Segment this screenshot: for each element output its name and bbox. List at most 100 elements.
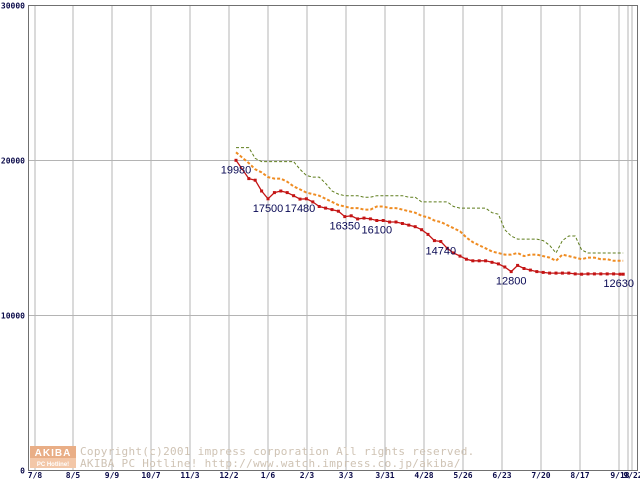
data-point-min: [407, 223, 411, 227]
data-point-min: [605, 272, 609, 276]
data-point-min: [356, 217, 360, 221]
data-point-min: [464, 257, 468, 261]
data-point-min: [484, 259, 488, 263]
data-point-min: [311, 200, 315, 204]
data-point-min: [272, 191, 276, 195]
data-point-min: [541, 270, 545, 274]
x-tick-label: 9/9: [105, 471, 120, 480]
data-point-min: [285, 191, 289, 195]
data-point-min: [621, 272, 625, 276]
data-labels: 19980 17500 17480 16350 16100 14740 12800 12630: [221, 164, 634, 290]
data-point-min: [535, 270, 539, 274]
data-point-min: [330, 208, 334, 212]
data-point-min: [503, 265, 507, 269]
data-point-min: [298, 197, 302, 201]
x-tick-label: 3/3: [339, 471, 354, 480]
series-line-max: [236, 147, 624, 254]
data-point-min: [592, 272, 596, 276]
akiba-logo-subtext: PC Hotline!: [37, 462, 69, 468]
data-point-min: [266, 197, 270, 201]
data-point-min: [528, 268, 532, 272]
data-point-min: [368, 217, 372, 221]
data-point-min: [375, 219, 379, 222]
data-label: 16350: [330, 221, 361, 233]
data-point-min: [304, 197, 308, 201]
data-point-min: [445, 246, 449, 250]
data-point-min: [458, 254, 462, 258]
data-point-min: [426, 232, 430, 236]
data-point-min: [336, 209, 340, 213]
data-point-min: [496, 262, 500, 266]
data-point-min: [260, 189, 264, 193]
x-tick-label: 12/2: [219, 471, 238, 480]
akiba-logo-bottom: [30, 458, 76, 468]
data-label: 19980: [221, 164, 252, 176]
data-point-min: [573, 272, 577, 276]
data-label: 12630: [603, 278, 634, 290]
x-tick-label: 7/8: [28, 471, 43, 480]
y-tick-label: 20000: [1, 157, 25, 166]
data-point-min: [439, 240, 443, 243]
data-point-min: [612, 272, 616, 276]
x-tick-label: 8/5: [66, 471, 81, 480]
data-point-min: [279, 189, 283, 193]
x-tick-label: 2/3: [300, 471, 315, 480]
series-line-average: [235, 151, 624, 263]
x-tick-label: 8/17: [570, 471, 589, 480]
grid: [28, 5, 638, 471]
x-tick-label: 6/23: [492, 471, 511, 480]
data-point-min: [388, 220, 392, 224]
akiba-logo-text: AKIBA: [35, 448, 72, 459]
akiba-logo-top: [30, 446, 76, 458]
data-point-min: [362, 216, 366, 220]
data-point-min: [349, 214, 353, 218]
data-point-min: [324, 206, 328, 210]
data-point-min: [509, 270, 513, 274]
data-point-min: [477, 259, 481, 263]
data-point-min: [599, 272, 603, 276]
data-label: 17480: [285, 203, 316, 215]
data-point-min: [381, 219, 385, 222]
data-point-min: [452, 251, 456, 255]
data-point-min: [394, 220, 398, 224]
data-point-min: [253, 178, 257, 182]
x-tick-label: 11/3: [180, 471, 199, 480]
x-tick-label: 5/26: [453, 471, 472, 480]
series: [234, 147, 625, 276]
x-tick-label: 1/6: [261, 471, 276, 480]
data-point-min: [560, 271, 564, 275]
x-tick-label: 3/31: [375, 471, 394, 480]
data-point-min: [420, 228, 424, 232]
data-point-min: [432, 239, 436, 243]
y-tick-label: 10000: [1, 312, 25, 321]
copyright-text: Copyright(c)2001 impress corporation All…: [80, 445, 475, 458]
data-point-min: [317, 205, 321, 208]
data-point-min: [343, 215, 347, 219]
data-point-min: [522, 267, 526, 270]
data-label: 12800: [496, 276, 527, 288]
data-point-min: [567, 271, 571, 275]
y-tick-label: 0: [20, 467, 25, 476]
x-tick-label: 10/7: [141, 471, 160, 480]
x-tick-label: 4/28: [414, 471, 433, 480]
x-tick-label: 7/20: [531, 471, 550, 480]
data-label: 17500: [253, 203, 284, 215]
data-point-min: [580, 272, 584, 276]
data-point-min: [554, 271, 558, 275]
data-label: 16100: [362, 225, 393, 237]
data-point-min: [516, 263, 520, 267]
watermark: AKIBA PC Hotline! Copyright(c)2001 impre…: [30, 445, 475, 470]
site-url-text: AKIBA PC Hotline! http://www.watch.impre…: [80, 457, 461, 470]
data-point-min: [247, 177, 251, 181]
y-tick-label: 30000: [1, 2, 25, 11]
x-tick-label: 9/22: [623, 471, 640, 480]
data-point-min: [292, 194, 296, 198]
data-point-min: [490, 260, 494, 264]
data-point-min: [586, 272, 590, 276]
data-point-min: [234, 158, 238, 162]
x-tick-label: 9/18: [610, 471, 629, 480]
data-point-min: [618, 272, 622, 276]
data-point-min: [400, 222, 404, 225]
